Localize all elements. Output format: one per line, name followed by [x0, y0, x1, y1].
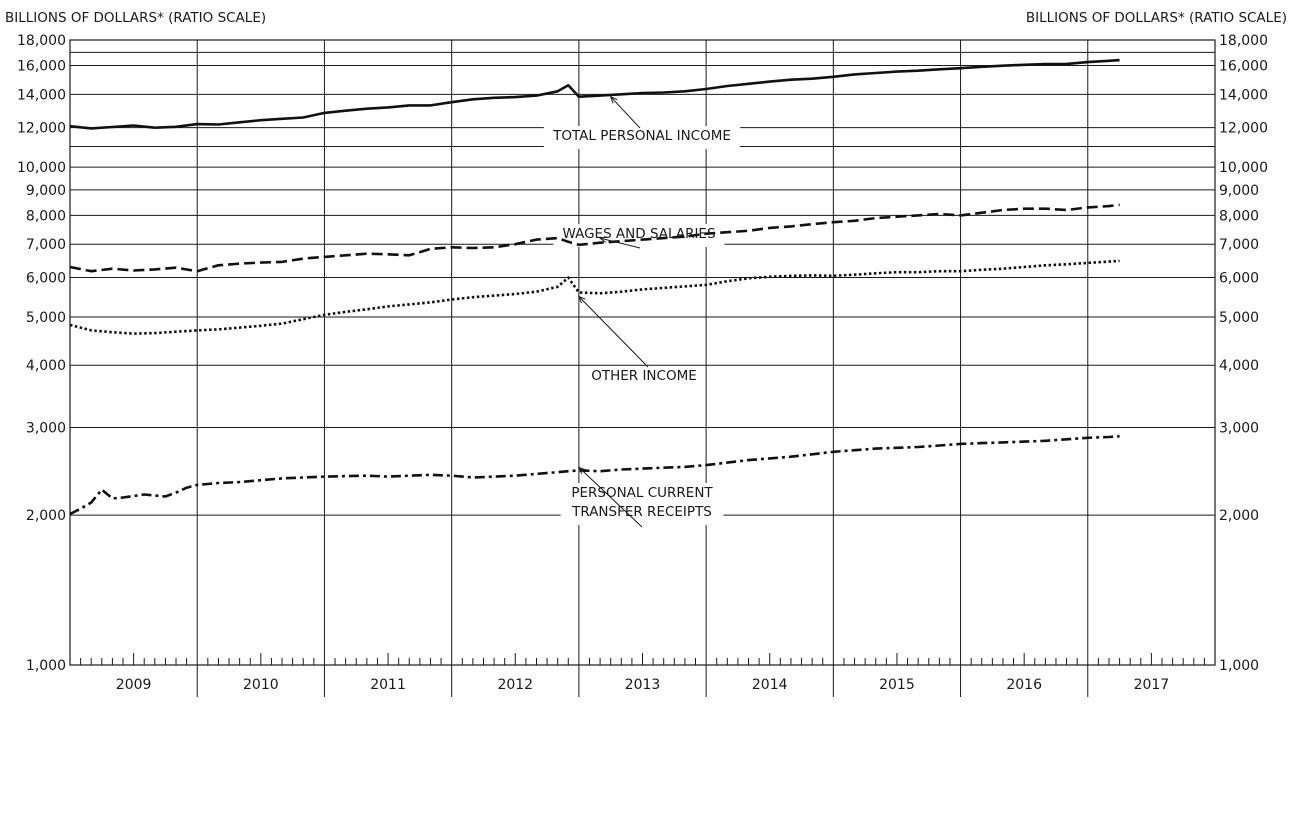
y-tick-label-right: 10,000: [1219, 160, 1268, 176]
x-tick-label: 2017: [1134, 677, 1170, 693]
annotation-arrowhead: [577, 295, 586, 304]
annotation-arrow: [599, 237, 641, 249]
x-tick-label: 2013: [625, 677, 661, 693]
y-tick-label-left: 8,000: [26, 208, 66, 224]
annotation-arrowhead: [609, 95, 618, 104]
y-tick-label-left: 5,000: [26, 310, 66, 326]
y-tick-label-left: 16,000: [17, 58, 66, 74]
y-tick-label-right: 18,000: [1219, 33, 1268, 49]
plot-frame: [69, 39, 1216, 666]
annotation-arrow: [578, 466, 643, 528]
y-tick-label-left: 6,000: [26, 271, 66, 287]
annotation-layer: TOTAL PERSONAL INCOME WAGES AND SALARIES O…: [552, 95, 731, 528]
y-tick-label-left: 18,000: [17, 33, 66, 49]
annotation-label: TRANSFER RECEIPTS: [571, 504, 712, 520]
x-tick-label: 2011: [370, 677, 406, 693]
y-tick-label-right: 16,000: [1219, 58, 1268, 74]
series-line: [69, 203, 1120, 273]
annotation-background-layer: [543, 126, 741, 525]
y-tick-label-right: 7,000: [1219, 237, 1259, 253]
y-tick-label-left: 12,000: [17, 121, 66, 137]
y-tick-label-left: 14,000: [17, 87, 66, 103]
y-axis-title-right: BILLIONS OF DOLLARS* (RATIO SCALE): [1026, 10, 1287, 26]
annotation-label: TOTAL PERSONAL INCOME: [552, 128, 731, 144]
y-tick-label-left: 10,000: [17, 160, 66, 176]
y-tick-label-right: 9,000: [1219, 183, 1259, 199]
annotation-label: OTHER INCOME: [591, 368, 697, 384]
annotation-label-background: [553, 224, 725, 247]
x-tick-label: 2014: [752, 677, 788, 693]
x-tick-label: 2016: [1006, 677, 1042, 693]
y-tick-label-right: 6,000: [1219, 271, 1259, 287]
y-tick-label-left: 3,000: [26, 420, 66, 436]
annotation-label: PERSONAL CURRENT: [571, 485, 713, 501]
x-tick-label: 2015: [879, 677, 915, 693]
y-axis-title-left: BILLIONS OF DOLLARS* (RATIO SCALE): [5, 10, 266, 26]
y-tick-label-right: 8,000: [1219, 208, 1259, 224]
series-line: [69, 259, 1120, 335]
x-tick-label: 2010: [243, 677, 279, 693]
annotation-label-background: [583, 366, 705, 389]
y-tick-label-right: 12,000: [1219, 121, 1268, 137]
x-tick-label: 2012: [497, 677, 533, 693]
annotation-label: WAGES AND SALARIES: [562, 226, 715, 242]
y-tick-label-left: 9,000: [26, 183, 66, 199]
series-layer: [69, 58, 1120, 516]
y-tick-label-right: 14,000: [1219, 87, 1268, 103]
y-tick-label-right: 5,000: [1219, 310, 1259, 326]
y-tick-label-left: 1,000: [26, 658, 66, 674]
annotation-label-background: [543, 126, 741, 149]
y-tick-label-right: 3,000: [1219, 420, 1259, 436]
y-tick-label-right: 1,000: [1219, 658, 1259, 674]
series-line: [69, 435, 1120, 516]
series-line: [69, 58, 1120, 130]
y-tick-label-right: 4,000: [1219, 358, 1259, 374]
annotation-arrow: [610, 96, 641, 129]
x-tick-label: 2009: [116, 677, 152, 693]
annotation-arrowhead: [598, 236, 608, 243]
y-tick-label-left: 7,000: [26, 237, 66, 253]
tick-layer: 1,000 1,000 2,000 2,000 3,000 3,000 4,000 4,000…: [17, 33, 1268, 693]
annotation-arrowhead: [577, 466, 586, 474]
annotation-arrow: [578, 296, 649, 368]
annotation-label-background: [560, 483, 724, 525]
y-tick-label-right: 2,000: [1219, 508, 1259, 524]
y-tick-label-left: 4,000: [26, 358, 66, 374]
y-tick-label-left: 2,000: [26, 508, 66, 524]
